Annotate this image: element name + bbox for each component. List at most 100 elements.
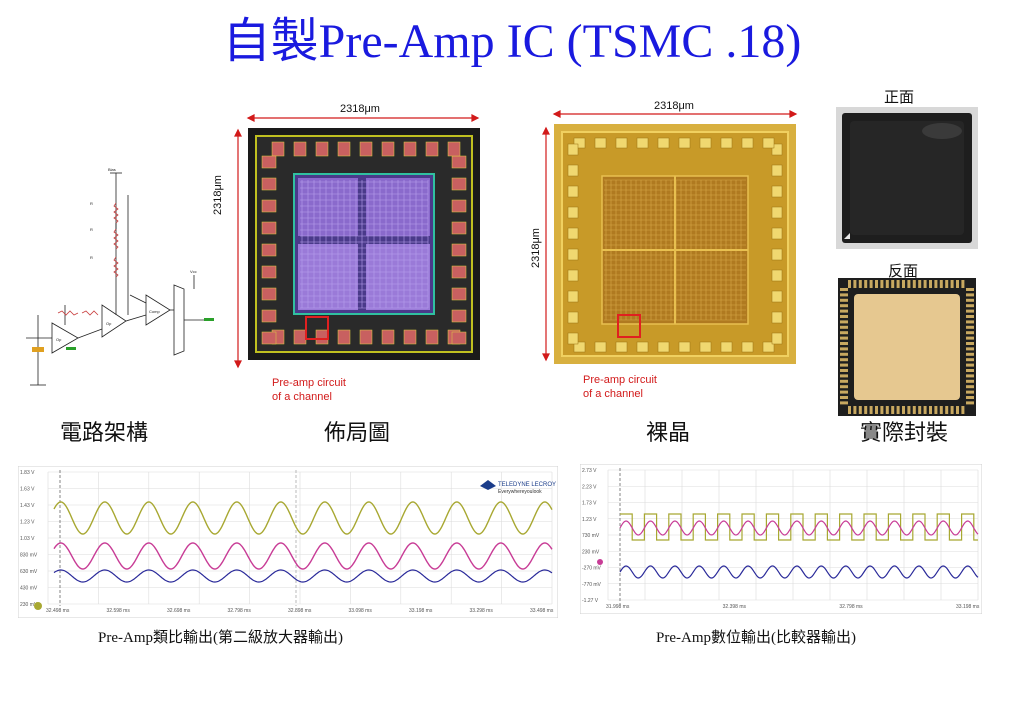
x-tick-label: 32.798 ms bbox=[228, 608, 252, 614]
layout-pad bbox=[261, 287, 277, 301]
layout-pad bbox=[451, 199, 467, 213]
die-pad bbox=[678, 341, 691, 353]
die-pad bbox=[573, 341, 586, 353]
layout-pad bbox=[261, 243, 277, 257]
package-pin bbox=[966, 342, 974, 345]
package-pin bbox=[966, 396, 974, 399]
x-tick-label: 33.098 ms bbox=[349, 608, 373, 614]
package-pin bbox=[961, 280, 965, 288]
scope-left-trace-2 bbox=[53, 542, 553, 570]
die-pad bbox=[567, 206, 579, 219]
die-pad bbox=[657, 137, 670, 149]
die-caption: 裸晶 bbox=[646, 421, 691, 446]
x-tick-label: 33.298 ms bbox=[470, 608, 494, 614]
package-pin bbox=[966, 401, 974, 405]
package-pin bbox=[961, 406, 965, 414]
teledyne-logo: TELEDYNE LECROY Everywhereyoulook bbox=[480, 480, 556, 495]
package-pin bbox=[966, 358, 974, 362]
package-pin bbox=[945, 406, 949, 414]
layout-height-label: 2318μm bbox=[212, 175, 224, 215]
package-pin bbox=[840, 336, 848, 340]
package-pin bbox=[875, 406, 878, 414]
die-pad bbox=[636, 137, 649, 149]
package-pin bbox=[966, 374, 974, 378]
package-pin bbox=[918, 280, 922, 288]
package-pin bbox=[929, 280, 932, 288]
package-pin bbox=[934, 280, 938, 288]
package-pin bbox=[864, 280, 868, 288]
package-pin bbox=[840, 304, 848, 308]
package-pin bbox=[945, 280, 949, 288]
layout-pad bbox=[451, 177, 467, 191]
package-pin bbox=[885, 406, 889, 414]
layout-pad bbox=[451, 221, 467, 235]
die-pad bbox=[771, 185, 783, 198]
y-tick-label: 430 mV bbox=[20, 586, 38, 592]
layout-note: Pre-amp circuit of a channel bbox=[272, 376, 346, 404]
schematic-caption: 電路架構 bbox=[60, 421, 149, 446]
package-pin bbox=[923, 406, 927, 414]
svg-text:Vcc: Vcc bbox=[190, 269, 197, 274]
package-pin bbox=[966, 304, 974, 308]
die-pad bbox=[636, 341, 649, 353]
package-pin bbox=[840, 352, 848, 356]
y-tick-label: 1.73 V bbox=[582, 501, 597, 507]
package-pin bbox=[840, 320, 848, 324]
y-tick-label: 1.63 V bbox=[20, 487, 35, 493]
die-pad bbox=[699, 341, 712, 353]
y-tick-label: 1.23 V bbox=[582, 517, 597, 523]
y-tick-label: 2.73 V bbox=[582, 468, 597, 474]
x-tick-label: 33.498 ms bbox=[530, 608, 554, 614]
package-pin bbox=[880, 406, 884, 414]
svg-text:R: R bbox=[90, 255, 93, 260]
package-pin bbox=[840, 309, 848, 313]
package-pin bbox=[966, 369, 974, 372]
package-pin bbox=[864, 406, 868, 414]
svg-text:R: R bbox=[90, 227, 93, 232]
layout-pad bbox=[261, 177, 277, 191]
y-tick-label: 830 mV bbox=[20, 553, 38, 559]
package-pin bbox=[966, 390, 974, 394]
package-pin bbox=[966, 379, 974, 383]
package-pin bbox=[840, 358, 848, 362]
die-pad bbox=[567, 311, 579, 324]
package-pin bbox=[840, 342, 848, 345]
layout-pad bbox=[451, 155, 467, 169]
die-pad bbox=[771, 227, 783, 240]
layout-pad bbox=[403, 329, 417, 345]
scope-left-caption: Pre-Amp類比輸出(第二級放大器輸出) bbox=[98, 630, 343, 646]
package-pin bbox=[907, 280, 911, 288]
die-pad bbox=[741, 341, 754, 353]
package-pin bbox=[840, 390, 848, 394]
die-pad bbox=[615, 341, 628, 353]
x-tick-label: 32.398 ms bbox=[723, 604, 747, 610]
layout-pad bbox=[359, 141, 373, 157]
die-pad bbox=[762, 341, 775, 353]
die-pad bbox=[720, 137, 733, 149]
die-pad bbox=[567, 185, 579, 198]
brand-line2: Everywhereyoulook bbox=[498, 489, 542, 495]
svg-text:Bias: Bias bbox=[108, 167, 116, 172]
package-pin bbox=[950, 280, 954, 288]
package-front-image bbox=[836, 107, 978, 249]
package-pin bbox=[869, 406, 873, 414]
circuit-schematic: Bias R R R Op Op Comp Vcc bbox=[26, 167, 214, 386]
page-title: 自製Pre-Amp IC (TSMC .18) bbox=[222, 15, 802, 68]
brand-line1: TELEDYNE LECROY bbox=[498, 482, 556, 488]
layout-pad bbox=[337, 141, 351, 157]
package-pin bbox=[840, 401, 848, 405]
layout-pad bbox=[451, 265, 467, 279]
die-pad bbox=[567, 248, 579, 261]
die-pad bbox=[567, 290, 579, 303]
package-pin bbox=[956, 280, 959, 288]
package-pin bbox=[896, 406, 900, 414]
layout-pad bbox=[425, 141, 439, 157]
die-note-line2: of a channel bbox=[583, 388, 643, 400]
y-tick-label: -1.27 V bbox=[582, 598, 599, 604]
package-pin bbox=[956, 406, 959, 414]
package-pin bbox=[950, 406, 954, 414]
package-pin bbox=[912, 280, 916, 288]
layout-caption: 佈局圖 bbox=[324, 421, 391, 446]
package-pin bbox=[853, 406, 857, 414]
scope-left: 1.83 V 1.63 V 1.43 V 1.23 V 1.03 V 830 mV 630 … bbox=[18, 466, 558, 618]
